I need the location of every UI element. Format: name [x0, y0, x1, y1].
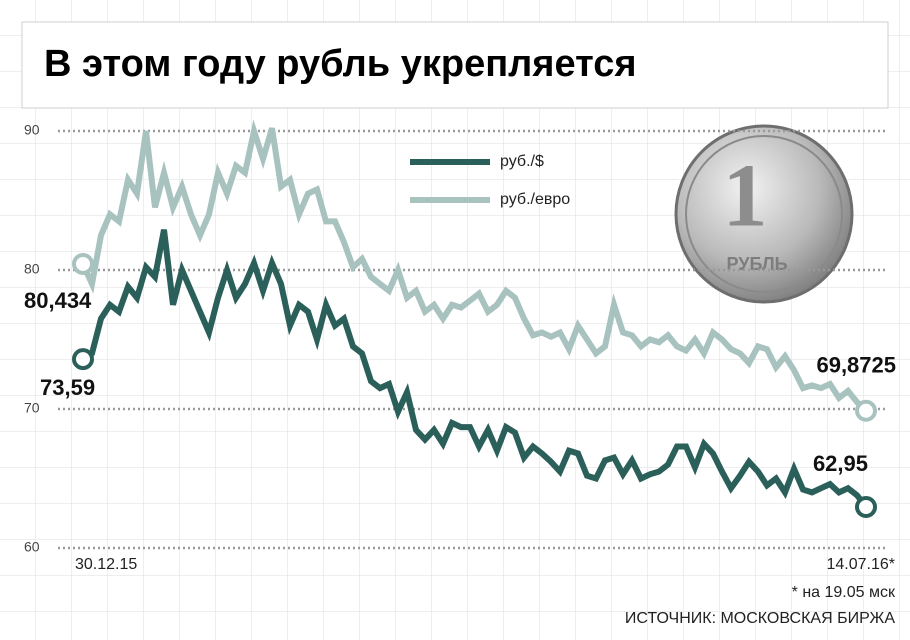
series-line — [80, 119, 869, 413]
footnote: * на 19.05 мск — [792, 584, 896, 601]
y-tick-label: 70 — [24, 400, 40, 416]
series-line — [81, 229, 869, 509]
data-label: 73,59 — [40, 375, 95, 400]
x-tick-label: 30.12.15 — [75, 556, 137, 573]
y-tick-label: 80 — [24, 261, 40, 277]
coin-rim — [685, 135, 843, 293]
data-label: 80,434 — [24, 288, 92, 313]
data-label: 62,95 — [813, 451, 868, 476]
end-marker — [72, 348, 94, 371]
chart-title: В этом году рубль укрепляется — [44, 43, 637, 85]
end-marker — [72, 252, 94, 275]
coin-denomination: 1 — [723, 147, 768, 246]
end-marker — [855, 495, 877, 518]
data-label: 69,8725 — [816, 353, 896, 378]
coin: 1 РУБЛЬ — [674, 124, 854, 304]
y-tick-label: 60 — [24, 539, 40, 555]
end-marker — [855, 399, 877, 422]
legend-label: руб./евро — [500, 191, 570, 208]
title-box — [21, 21, 889, 109]
coin-label: РУБЛЬ — [726, 254, 787, 274]
legend-label: руб./$ — [500, 153, 544, 170]
y-tick-label: 90 — [24, 122, 40, 138]
coin-body — [674, 124, 854, 304]
x-tick-label: 14.07.16* — [826, 556, 895, 573]
source: ИСТОЧНИК: МОСКОВСКАЯ БИРЖА — [625, 610, 895, 627]
